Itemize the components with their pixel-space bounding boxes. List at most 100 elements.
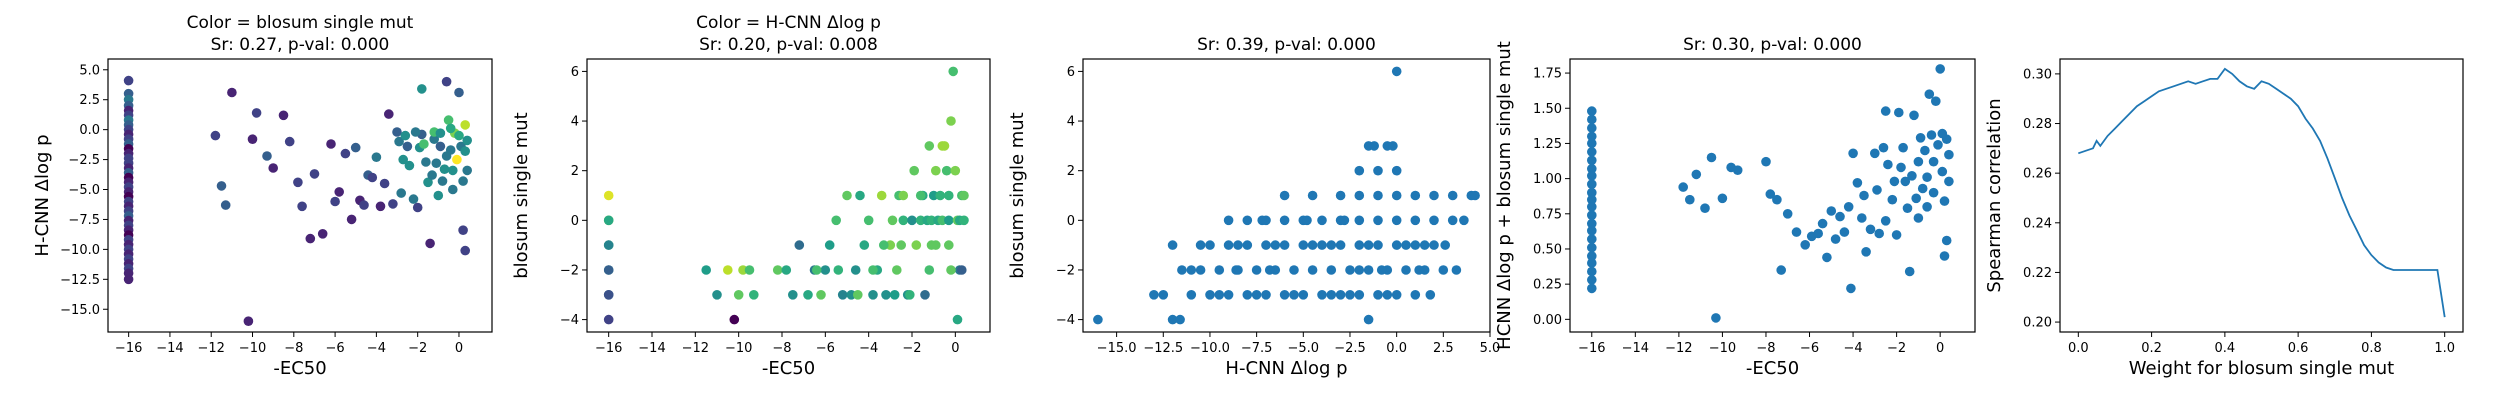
data-point: [603, 314, 614, 325]
data-point: [1401, 240, 1411, 250]
data-point: [905, 290, 915, 300]
data-point: [1587, 106, 1597, 116]
x-tick-label: −10: [725, 341, 752, 356]
data-point: [1800, 240, 1810, 250]
data-point: [1149, 290, 1159, 300]
data-point: [417, 84, 427, 94]
chart-title: Color = H-CNN Δlog p: [696, 13, 881, 33]
y-tick-label: 4: [571, 115, 579, 130]
data-point: [1822, 252, 1832, 263]
y-tick-label: 0.00: [1533, 313, 1562, 328]
data-point: [1706, 152, 1717, 163]
data-point: [1924, 89, 1935, 99]
x-tick-label: 0.8: [2361, 341, 2382, 356]
data-point: [1195, 265, 1206, 275]
chart-subtitle: Sr: 0.30, p-val: 0.000: [1683, 35, 1862, 55]
data-point: [1926, 130, 1937, 140]
data-point: [1685, 194, 1695, 205]
data-point: [1587, 258, 1597, 268]
data-point: [1231, 265, 1241, 275]
data-point: [1391, 215, 1402, 226]
x-tick-label: 0.2: [2141, 341, 2162, 356]
data-point: [887, 215, 898, 226]
data-point: [1158, 290, 1169, 300]
x-tick-label: 0: [1936, 341, 1944, 356]
x-tick-label: 0.4: [2215, 341, 2236, 356]
data-point: [1429, 240, 1439, 250]
x-tick-label: 0.0: [2068, 341, 2089, 356]
data-point: [1335, 290, 1346, 300]
data-point: [1700, 203, 1710, 213]
data-point: [931, 165, 941, 176]
y-tick-label: 2.5: [79, 93, 100, 108]
data-point: [1944, 149, 1954, 160]
y-tick-label: 2: [1067, 164, 1075, 179]
data-point: [1772, 194, 1782, 205]
x-tick-label: −14: [156, 341, 183, 356]
data-point: [1388, 141, 1398, 151]
data-point: [1870, 148, 1880, 159]
data-point: [837, 290, 848, 300]
data-point: [1373, 190, 1383, 201]
data-point: [1279, 290, 1290, 300]
data-point: [1175, 314, 1185, 325]
data-point: [944, 190, 954, 201]
x-tick-label: −4: [859, 341, 878, 356]
data-point: [1447, 190, 1458, 201]
data-point: [1382, 290, 1393, 300]
data-point: [1900, 176, 1911, 187]
data-point: [1878, 142, 1889, 153]
x-tick-label: −14: [638, 341, 665, 356]
y-axis-label: HCNN Δlog p + blosum single mut: [1494, 41, 1515, 350]
x-tick-label: −14: [1622, 341, 1649, 356]
data-point: [1913, 213, 1924, 223]
data-point: [959, 215, 969, 226]
y-tick-label: −2.5: [68, 153, 100, 168]
data-point: [833, 265, 844, 275]
axes-frame: [1569, 58, 1976, 333]
data-point: [1907, 171, 1917, 181]
data-point: [375, 201, 386, 212]
data-point: [842, 190, 852, 201]
data-point: [1261, 240, 1271, 250]
data-point: [1425, 290, 1436, 300]
x-tick-label: −12: [1665, 341, 1692, 356]
y-tick-label: 0.25: [1533, 278, 1562, 293]
data-point: [1242, 215, 1253, 226]
data-point: [437, 176, 448, 186]
x-tick-label: −6: [326, 341, 345, 356]
data-point: [1587, 164, 1597, 174]
data-point: [1880, 106, 1891, 116]
data-point: [889, 290, 900, 300]
data-point: [454, 87, 464, 98]
data-point: [1874, 228, 1884, 239]
data-point: [445, 145, 456, 155]
chart-subtitle: Sr: 0.27, p-val: 0.000: [211, 35, 390, 55]
y-axis-label: blosum single mut: [1007, 112, 1028, 279]
data-point: [1839, 227, 1850, 237]
chart-title: Color = blosum single mut: [187, 13, 414, 33]
data-point: [429, 134, 440, 144]
scatter-points: [603, 66, 969, 325]
data-point: [1447, 215, 1458, 226]
data-point: [1410, 190, 1421, 201]
data-point: [1264, 265, 1275, 275]
data-point: [404, 160, 415, 171]
data-point: [1302, 215, 1312, 226]
data-point: [909, 165, 919, 176]
y-tick-label: 6: [571, 65, 579, 80]
data-point: [334, 187, 345, 197]
data-point: [247, 134, 258, 144]
y-tick-label: 5.0: [79, 63, 100, 78]
y-tick-label: 1.25: [1533, 137, 1562, 152]
data-point: [603, 290, 614, 300]
x-tick-label: −8: [284, 341, 303, 356]
x-tick-label: −16: [1578, 341, 1605, 356]
x-tick-label: −12.5: [1143, 341, 1183, 356]
data-point: [1205, 290, 1215, 300]
data-point: [1944, 176, 1954, 187]
data-point: [1872, 185, 1882, 195]
data-point: [350, 142, 361, 153]
data-point: [462, 135, 473, 146]
data-point: [1335, 190, 1346, 201]
